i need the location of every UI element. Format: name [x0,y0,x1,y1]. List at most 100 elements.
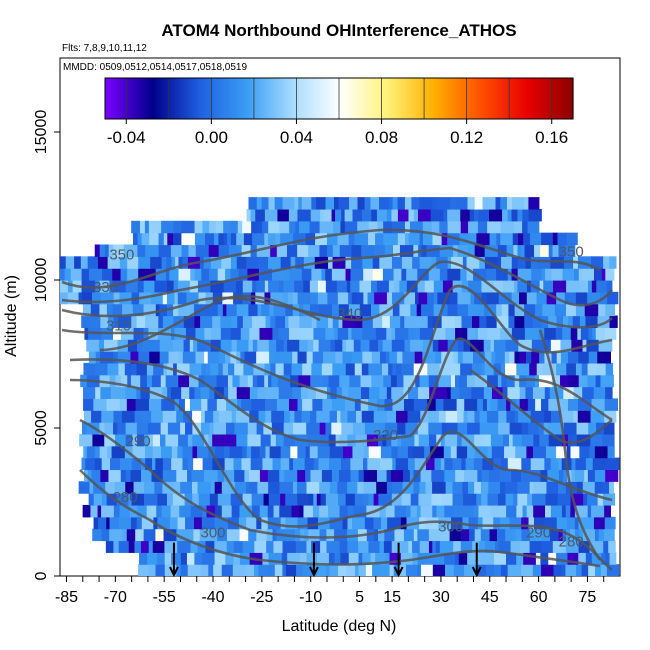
colorbar-swatch [232,78,236,119]
heatmap-cell [360,398,369,411]
heatmap-cell [264,374,269,388]
colorbar-swatch [498,78,502,119]
heatmap-cell [248,303,259,317]
heatmap-cell [320,540,328,553]
heatmap-cell [110,386,116,399]
heatmap-cell [141,232,150,246]
heatmap-cell [341,422,354,435]
heatmap-cell [404,339,411,352]
heatmap-cell [422,197,433,210]
heatmap-cell [579,315,587,328]
heatmap-cell [316,197,327,210]
heatmap-cell [150,256,163,269]
y-axis-label: Altitude (m) [3,275,20,357]
heatmap-cell [216,398,227,411]
heatmap-cell [348,386,362,399]
heatmap-cell [352,445,365,459]
contour-label: 280 [559,533,584,550]
heatmap-cell [277,208,290,222]
heatmap-cell [604,327,617,340]
heatmap-cell [83,445,88,459]
heatmap-cell [205,540,215,553]
heatmap-cell [380,351,387,364]
colorbar-swatch [285,78,289,119]
heatmap-cell [395,327,409,340]
heatmap-cell [399,303,411,317]
heatmap-cell [218,232,225,246]
heatmap-cell [237,398,242,411]
heatmap-cell [176,564,182,576]
heatmap-cell [576,422,589,435]
heatmap-cell [367,291,375,305]
heatmap-cell [588,327,593,340]
heatmap-cell [549,528,560,542]
heatmap-cell [193,528,201,542]
heatmap-cell [275,362,285,376]
colorbar-swatch [321,78,325,119]
colorbar-swatch [136,78,140,119]
heatmap-cell [141,339,155,352]
heatmap-cell [583,493,588,506]
heatmap-cell [282,291,289,305]
heatmap-cell [259,504,269,518]
heatmap-cell [345,256,352,269]
heatmap-cell [256,528,268,542]
colorbar-swatch [409,78,412,119]
heatmap-cell [86,339,100,352]
heatmap-cell [509,422,523,435]
heatmap-cell [605,552,611,565]
heatmap-cell [441,315,456,328]
heatmap-cell [211,481,216,494]
heatmap-cell [408,208,415,222]
colorbar-swatch [200,78,204,119]
heatmap-cell [300,528,305,542]
heatmap-cell [358,469,365,482]
heatmap-cell [190,540,199,553]
colorbar-swatch [432,78,436,119]
heatmap-cell [173,280,179,293]
heatmap-cell [498,540,512,553]
heatmap-cell [284,469,298,482]
heatmap-cell [515,445,527,459]
heatmap-cell [292,351,299,364]
heatmap-cell [526,291,538,305]
heatmap-cell [272,327,280,340]
heatmap-cell [229,220,239,234]
heatmap-cell [331,422,342,435]
colorbar-swatch [532,78,536,119]
heatmap-cell [287,339,300,352]
heatmap-cell [317,552,330,565]
heatmap-cell [175,256,180,269]
heatmap-cell [500,362,506,376]
heatmap-cell [329,481,338,494]
heatmap-cell [458,552,468,565]
colorbar-swatch [166,78,170,119]
heatmap-cell [105,481,116,494]
heatmap-cell [354,493,364,506]
heatmap-cell [341,386,349,399]
heatmap-cell [596,362,607,376]
heatmap-cell [178,433,189,447]
heatmap-cell [234,422,249,435]
colorbar-swatch [179,78,183,119]
heatmap-cell [457,433,463,447]
colorbar-swatch [356,78,359,119]
heatmap-cell [442,280,454,293]
heatmap-cell [425,552,437,565]
colorbar-swatch [115,78,119,119]
heatmap-cell [93,516,99,530]
heatmap-cell [489,232,497,246]
heatmap-cell [337,327,349,340]
heatmap-cell [332,220,342,234]
heatmap-cell [524,244,535,257]
heatmap-cell [528,208,542,222]
heatmap-cell [443,208,448,222]
heatmap-cell [386,469,392,482]
heatmap-cell [391,339,406,352]
heatmap-cell [334,327,339,340]
heatmap-cell [466,374,476,388]
heatmap-cell [501,303,510,317]
heatmap-cell [189,374,200,388]
contour-label: 340 [337,305,362,322]
heatmap-cell [297,351,308,364]
